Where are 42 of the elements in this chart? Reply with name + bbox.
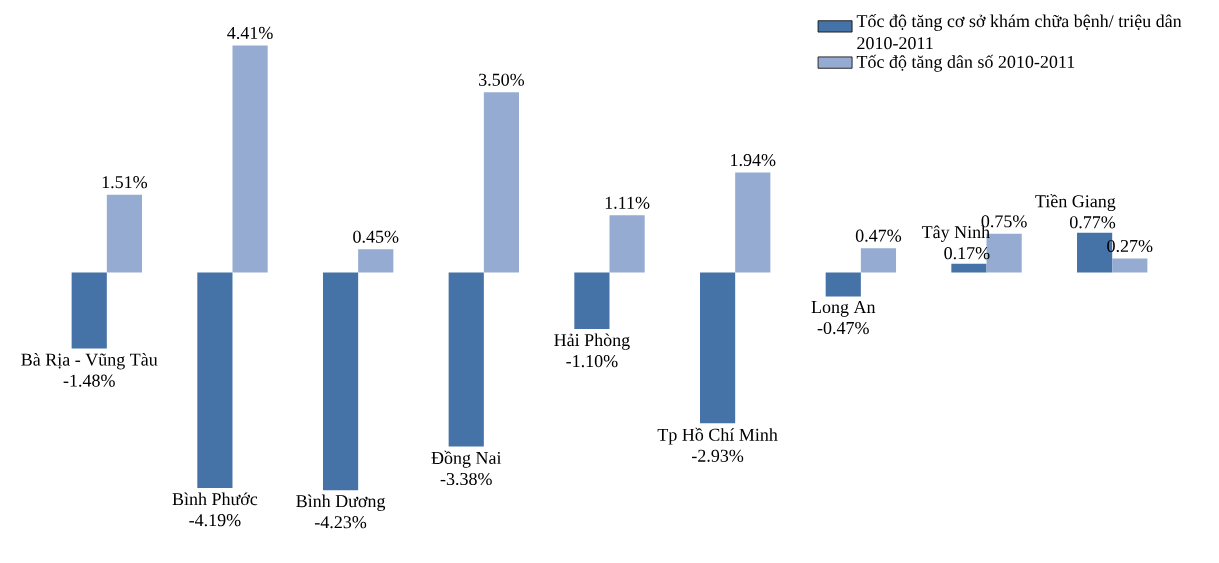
bar (232, 45, 268, 273)
bar (448, 272, 484, 447)
x-tick-label: Bình Phước (172, 492, 258, 506)
legend-label: Tốc độ tăng dân số 2010-2011 (856, 54, 1075, 72)
x-tick-label: Tiền Giang (1035, 194, 1116, 212)
data-label: -2.93% (692, 449, 744, 462)
x-tick-label: Long An (811, 301, 876, 317)
bar (483, 92, 520, 273)
data-label: -0.47% (817, 321, 869, 335)
data-label: 4.41% (227, 26, 273, 40)
bar (699, 272, 736, 424)
bar (106, 194, 143, 273)
data-label: 1.94% (731, 153, 776, 167)
bar (609, 215, 645, 273)
data-label: 0.17% (944, 247, 990, 260)
data-label: 3.50% (479, 73, 525, 86)
bar (197, 272, 233, 489)
bar (951, 263, 987, 273)
x-tick-label: Bà Rịa - Vũng Tàu (21, 352, 158, 370)
legend-label: Tốc độ tăng cơ sở khám chữa bệnh/ triệu dân 2010-2011 (856, 14, 1182, 50)
x-tick-label: Đồng Nai (431, 450, 502, 468)
data-label: 1.11% (605, 196, 650, 209)
x-tick-label: Tp Hồ Chí Minh (657, 427, 778, 445)
bar (825, 272, 861, 297)
data-label: -3.38% (440, 472, 492, 486)
bar (735, 172, 771, 273)
x-tick-label: Bình Dương (296, 494, 386, 511)
data-label: -1.48% (63, 374, 115, 387)
data-label: 1.51% (102, 176, 148, 189)
bar (358, 249, 394, 273)
data-label: 0.47% (855, 229, 902, 242)
data-label: 0.45% (353, 230, 399, 243)
bar (322, 272, 359, 491)
bar (71, 272, 107, 349)
bar (574, 272, 610, 330)
bar (860, 248, 897, 273)
bar (1112, 258, 1148, 273)
data-label: -1.10% (566, 354, 618, 368)
data-label: -4.19% (189, 514, 241, 527)
data-label: -4.23% (314, 516, 367, 529)
x-tick-label: Hải Phòng (554, 333, 630, 350)
data-label: 0.77% (1069, 216, 1116, 229)
